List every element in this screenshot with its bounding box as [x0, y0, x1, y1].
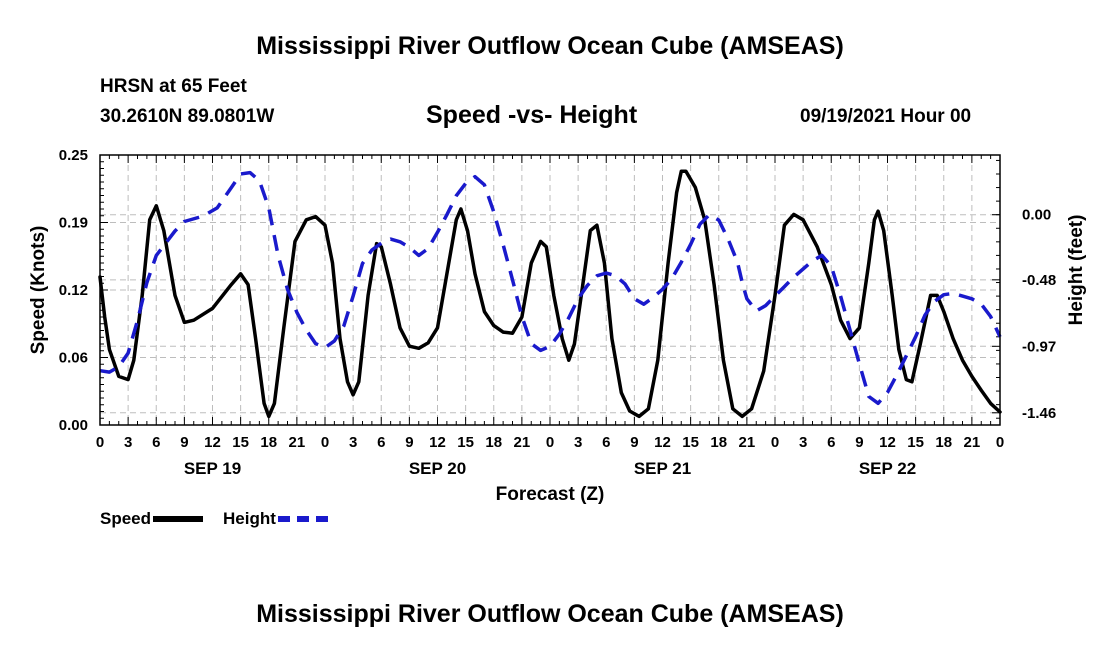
legend-item-height: Height: [223, 509, 328, 529]
x-tick-label: 0: [771, 434, 779, 451]
y-axis-right-title: Height (feet): [1066, 215, 1087, 326]
y-left-tick-label: 0.00: [59, 417, 88, 434]
x-tick-label: 3: [124, 434, 132, 451]
x-tick-label: 18: [260, 434, 277, 451]
x-axis-title: Forecast (Z): [496, 484, 605, 505]
x-tick-label: 15: [457, 434, 474, 451]
y-axis-left-title: Speed (Knots): [28, 226, 49, 355]
chart-title: Mississippi River Outflow Ocean Cube (AM…: [256, 32, 844, 60]
y-left-tick-label: 0.12: [59, 282, 88, 299]
x-tick-label: 12: [204, 434, 221, 451]
speed-height-chart: 0 3 6 9 12 15 18 21 0 3 6 9 12 15 18 21 0 3 6 9 12 15 18 21 0 3 6 9…: [28, 147, 1087, 505]
x-tick-label: 15: [232, 434, 249, 451]
x-tick-label: 21: [289, 434, 306, 451]
x-tick-label: 0: [321, 434, 329, 451]
x-tick-label: 9: [630, 434, 638, 451]
forecast-datetime: 09/19/2021 Hour 00: [800, 106, 972, 127]
legend-speed-swatch: [153, 516, 204, 522]
x-tick-label: 3: [349, 434, 357, 451]
y-right-tick-label: -0.97: [1022, 338, 1056, 355]
date-label: SEP 19: [184, 459, 241, 478]
axis-labels: 0 3 6 9 12 15 18 21 0 3 6 9 12 15 18 21 0 3 6 9 12 15 18 21 0 3 6 9…: [59, 147, 1056, 478]
x-tick-label: 12: [654, 434, 671, 451]
date-label: SEP 21: [634, 459, 691, 478]
x-tick-label: 3: [799, 434, 807, 451]
legend-height-label: Height: [223, 509, 276, 528]
x-tick-label: 18: [710, 434, 727, 451]
y-right-tick-label: 0.00: [1022, 207, 1051, 224]
y-left-tick-label: 0.06: [59, 350, 88, 367]
x-tick-label: 0: [546, 434, 554, 451]
y-right-tick-label: -0.48: [1022, 272, 1056, 289]
x-tick-label: 6: [152, 434, 160, 451]
plot-frame: [99, 154, 1001, 426]
chart-subtitle: Speed -vs- Height: [426, 101, 638, 129]
station-label: HRSN at 65 Feet: [100, 76, 247, 97]
x-tick-label: 21: [739, 434, 756, 451]
x-tick-label: 9: [855, 434, 863, 451]
x-tick-label: 6: [377, 434, 385, 451]
x-tick-label: 12: [879, 434, 896, 451]
date-label: SEP 20: [409, 459, 466, 478]
x-tick-label: 9: [180, 434, 188, 451]
x-tick-label: 0: [96, 434, 104, 451]
series-height-line: [99, 170, 1002, 406]
x-tick-label: 15: [907, 434, 924, 451]
x-tick-label: 6: [602, 434, 610, 451]
series-speed-line: [98, 169, 1002, 419]
date-label: SEP 22: [859, 459, 916, 478]
x-tick-label: 12: [429, 434, 446, 451]
location-label: 30.2610N 89.0801W: [100, 106, 275, 127]
x-tick-label: 21: [964, 434, 981, 451]
footer-title: Mississippi River Outflow Ocean Cube (AM…: [256, 600, 844, 628]
x-tick-label: 18: [935, 434, 952, 451]
legend-item-speed: Speed: [100, 509, 204, 529]
y-left-tick-label: 0.19: [59, 215, 88, 232]
x-tick-label: 21: [514, 434, 531, 451]
x-tick-label: 6: [827, 434, 835, 451]
y-left-tick-label: 0.25: [59, 147, 88, 164]
legend-height-swatch: [277, 516, 328, 522]
grid: [100, 155, 1000, 425]
legend-speed-label: Speed: [100, 509, 152, 528]
y-right-tick-label: -1.46: [1022, 405, 1056, 422]
x-tick-label: 0: [996, 434, 1004, 451]
legend: Speed Height: [100, 509, 328, 529]
x-tick-label: 3: [574, 434, 582, 451]
x-tick-label: 15: [682, 434, 699, 451]
series-group: [98, 169, 1002, 419]
x-tick-label: 9: [405, 434, 413, 451]
x-tick-label: 18: [485, 434, 502, 451]
